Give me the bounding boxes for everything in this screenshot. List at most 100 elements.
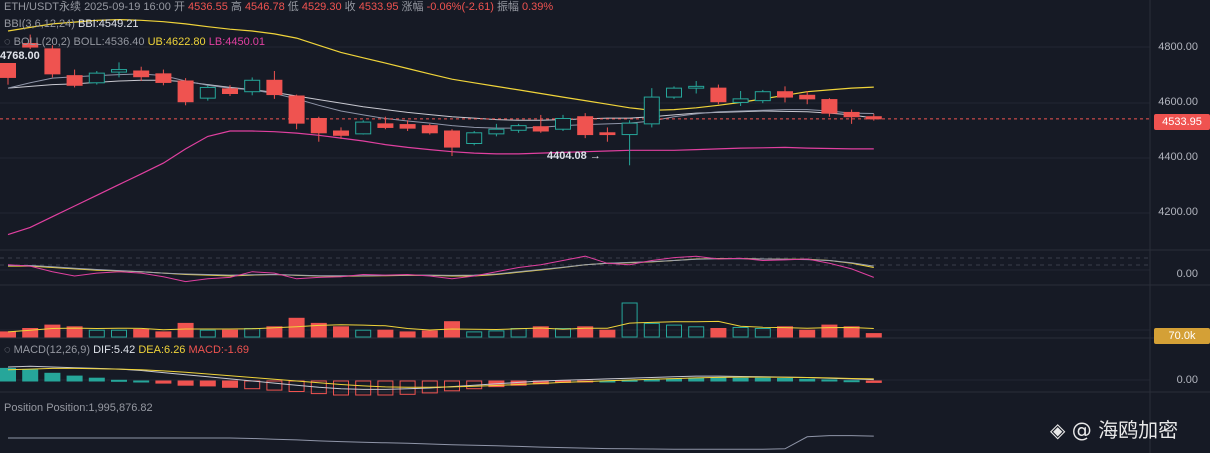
candle-body xyxy=(399,124,416,129)
volume-bar xyxy=(710,328,727,338)
macd-histogram-bar xyxy=(199,380,216,387)
position-value: Position:1,995,876.82 xyxy=(46,402,153,414)
boll-upper-line xyxy=(7,18,874,111)
macd-dea-value: DEA:6.26 xyxy=(138,344,186,356)
candle-body xyxy=(288,95,305,124)
volume-bar xyxy=(377,329,394,338)
volume-bar xyxy=(621,302,638,338)
candle-body xyxy=(466,132,483,145)
macd-histogram-bar xyxy=(222,380,238,388)
position-line xyxy=(8,435,874,450)
volume-bar xyxy=(111,329,127,338)
macd-legend[interactable]: ◌ MACD(12,26,9) DIF:5.42 DEA:6.26 MACD:-… xyxy=(4,343,249,357)
stoch-zero-tick: 0.00 xyxy=(1176,268,1198,280)
open-value: 4536.55 xyxy=(188,1,228,13)
amp-label: 振幅 xyxy=(496,1,519,13)
candle-body xyxy=(777,91,793,98)
macd-zero-tick: 0.00 xyxy=(1176,374,1198,386)
macd-value: MACD:-1.69 xyxy=(188,344,250,356)
candle-body xyxy=(688,85,705,89)
high-value: 4546.78 xyxy=(244,1,285,13)
candle-body xyxy=(133,70,150,78)
candle-body xyxy=(710,87,727,103)
candle-body xyxy=(88,72,105,84)
volume-bar xyxy=(399,331,416,338)
candle-body xyxy=(621,122,638,136)
watermark: ◈ @ 海鸥加密 xyxy=(1050,414,1178,443)
volume-bar xyxy=(66,326,83,338)
macd-histogram-bar xyxy=(155,380,172,384)
candle-body xyxy=(155,73,172,83)
macd-histogram-bar xyxy=(244,380,261,390)
boll-mid-line xyxy=(7,79,874,121)
volume-bar xyxy=(0,331,16,338)
candle-body xyxy=(821,99,838,114)
candle-body xyxy=(44,48,61,75)
candle-body xyxy=(22,43,39,48)
volume-bar xyxy=(555,328,571,338)
bbi-legend: BBI(3,6,12,24) BBI:4549.21 xyxy=(4,17,139,31)
volume-bar xyxy=(754,328,771,338)
volume-bar xyxy=(288,317,305,338)
change-label: 涨幅 xyxy=(401,1,424,13)
macd-histogram-bar xyxy=(266,380,283,391)
close-value: 4533.95 xyxy=(358,1,399,13)
candle-body xyxy=(199,86,216,99)
macd-histogram-bar xyxy=(710,377,727,382)
macd-histogram-bar xyxy=(177,380,194,386)
volume-bar xyxy=(865,333,882,338)
volume-bar xyxy=(44,324,61,338)
high-annotation: 4768.00 xyxy=(0,49,42,63)
macd-name: MACD(12,26,9) xyxy=(13,344,91,356)
volume-bar xyxy=(266,326,283,338)
candle-body xyxy=(643,96,660,125)
candle-body xyxy=(599,132,616,136)
volume-bar xyxy=(155,331,172,338)
volume-bar xyxy=(599,329,616,338)
macd-histogram-bar xyxy=(44,372,61,382)
current-price-tag: 4533.95 xyxy=(1154,114,1210,130)
amp-value: 0.39% xyxy=(522,1,554,13)
candle-body xyxy=(222,88,238,94)
macd-histogram-bar xyxy=(799,378,816,382)
candle-body xyxy=(488,128,505,135)
macd-histogram-bar xyxy=(355,380,372,396)
price-tick: 4600.00 xyxy=(1158,96,1198,108)
price-tick: 4800.00 xyxy=(1158,41,1198,53)
candle-body xyxy=(244,79,261,93)
macd-histogram-bar xyxy=(66,375,83,382)
volume-bar xyxy=(199,329,216,338)
candle-body xyxy=(66,75,83,86)
open-label: 开 xyxy=(173,1,185,13)
watermark-text: @ 海鸥加密 xyxy=(1071,418,1179,442)
high-label: 高 xyxy=(230,1,242,13)
macd-histogram-bar xyxy=(821,379,838,382)
volume-bar xyxy=(22,328,39,338)
boll-legend[interactable]: ◌ BOLL(20,2) BOLL:4536.40 UB:4622.80 LB:… xyxy=(4,35,265,49)
low-value: 4529.30 xyxy=(301,1,342,13)
candle-body xyxy=(577,116,594,136)
macd-histogram-bar xyxy=(111,379,127,382)
macd-dif-value: DIF:5.42 xyxy=(93,344,136,356)
eye-icon[interactable]: ◌ xyxy=(4,344,11,356)
candle-body xyxy=(666,87,682,98)
boll-lower-line xyxy=(7,130,874,236)
candle-body xyxy=(532,126,549,132)
volume-bar xyxy=(133,329,150,338)
position-legend: Position Position:1,995,876.82 xyxy=(4,401,153,415)
eye-icon[interactable]: ◌ xyxy=(4,36,11,48)
macd-histogram-bar xyxy=(732,377,749,382)
volume-tag: 70.0k xyxy=(1154,328,1210,344)
candle-body xyxy=(333,130,349,136)
boll-lb-value: LB:4450.01 xyxy=(208,36,266,48)
volume-bar xyxy=(421,330,438,338)
candle-body xyxy=(799,94,816,100)
candle-body xyxy=(377,123,394,128)
candle-body xyxy=(310,118,327,134)
volume-bar xyxy=(821,324,838,338)
volume-bar xyxy=(310,322,327,338)
macd-histogram-bar xyxy=(843,380,860,383)
change-value: -0.06%(-2.61) xyxy=(426,1,494,13)
volume-bar xyxy=(777,326,793,338)
